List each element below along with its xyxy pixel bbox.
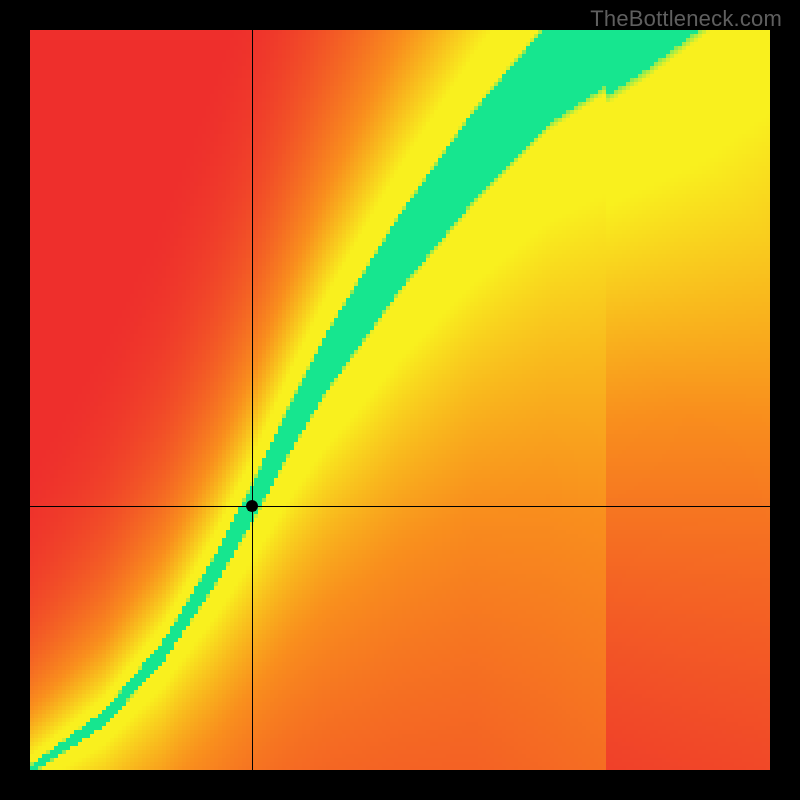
heatmap-canvas xyxy=(0,0,800,800)
chart-container: { "watermark": { "text": "TheBottleneck.… xyxy=(0,0,800,800)
